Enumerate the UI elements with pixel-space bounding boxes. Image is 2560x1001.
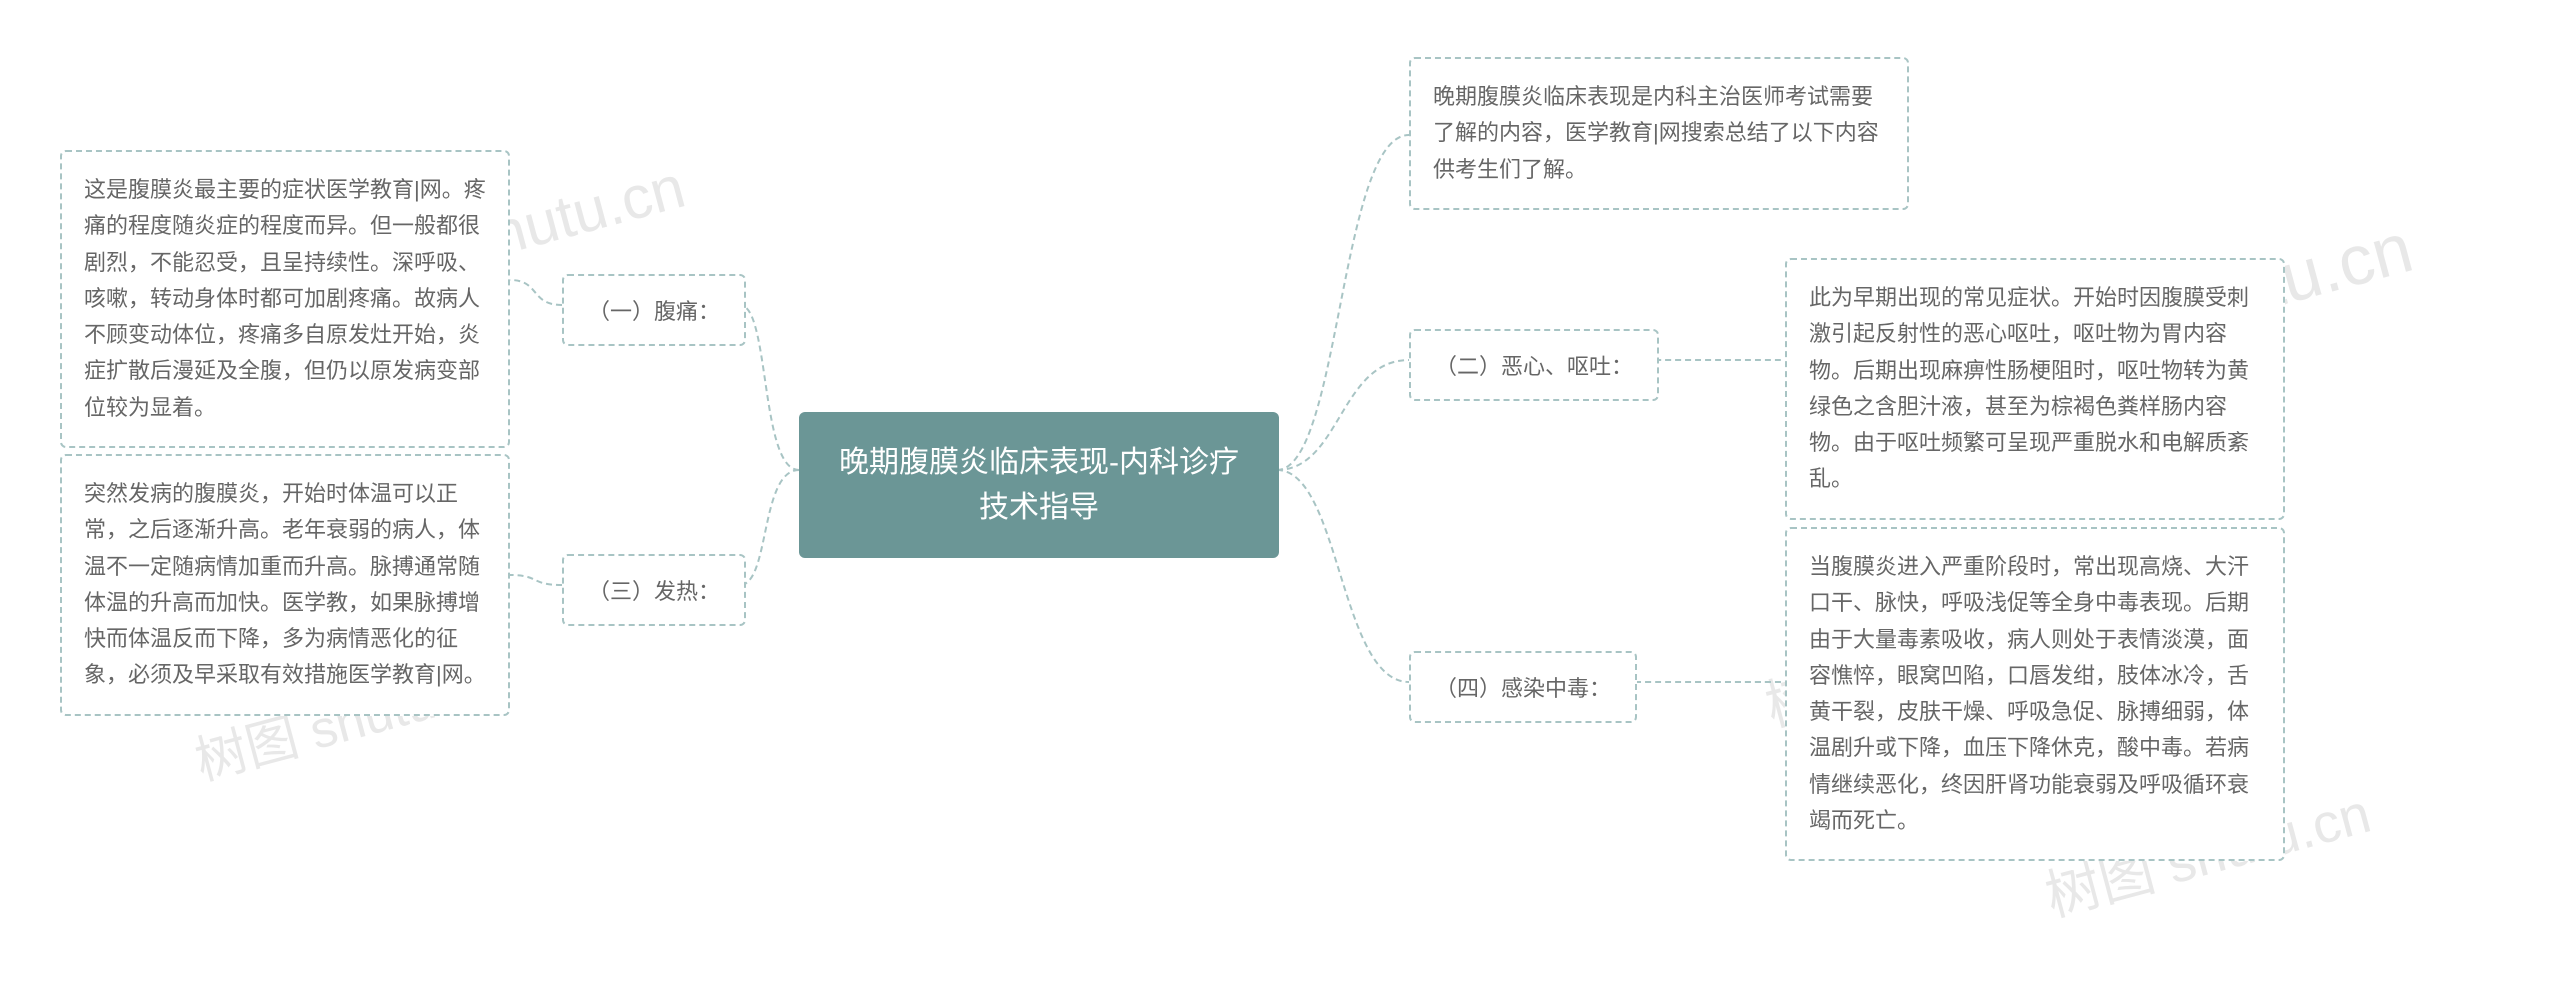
branch-fever: （三）发热：	[562, 554, 746, 626]
detail-nausea: 此为早期出现的常见症状。开始时因腹膜受刺激引起反射性的恶心呕吐，呕吐物为胃内容物…	[1785, 258, 2285, 520]
detail-intro: 晚期腹膜炎临床表现是内科主治医师考试需要了解的内容，医学教育|网搜索总结了以下内…	[1409, 57, 1909, 210]
branch-nausea: （二）恶心、呕吐：	[1409, 329, 1659, 401]
detail-fever: 突然发病的腹膜炎，开始时体温可以正常，之后逐渐升高。老年衰弱的病人，体温不一定随…	[60, 454, 510, 716]
detail-pain: 这是腹膜炎最主要的症状医学教育|网。疼痛的程度随炎症的程度而异。但一般都很剧烈，…	[60, 150, 510, 448]
detail-infection: 当腹膜炎进入严重阶段时，常出现高烧、大汗口干、脉快，呼吸浅促等全身中毒表现。后期…	[1785, 527, 2285, 861]
center-node: 晚期腹膜炎临床表现-内科诊疗技术指导	[799, 412, 1279, 558]
branch-pain: （一）腹痛：	[562, 274, 746, 346]
branch-infection: （四）感染中毒：	[1409, 651, 1637, 723]
